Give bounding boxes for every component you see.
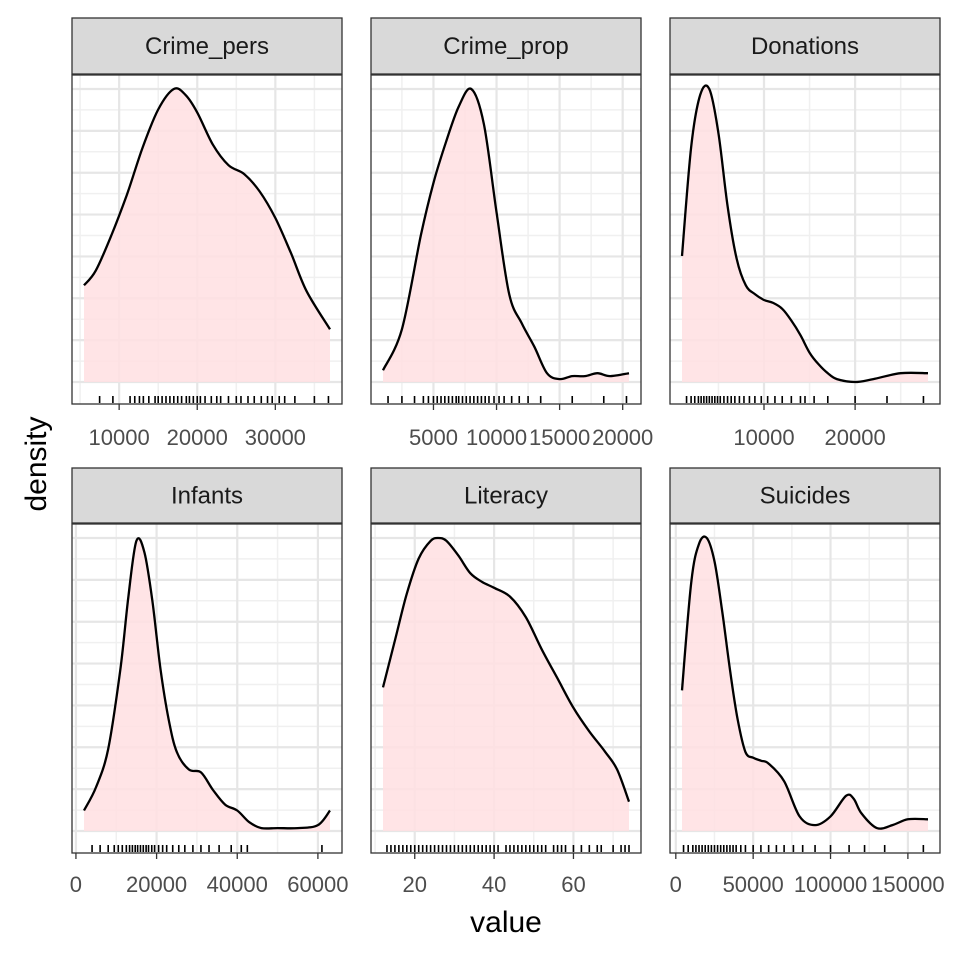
facet-suicides: Suicides 0 50000 100000 150000	[669, 467, 945, 897]
density-area	[383, 88, 629, 382]
density-line	[381, 536, 631, 803]
x-tick-label: 20000	[167, 425, 228, 450]
x-tick-label: 0	[70, 872, 82, 897]
facet-strip	[669, 17, 941, 75]
facet-strip	[71, 467, 343, 524]
facet-strip-label: Literacy	[464, 483, 548, 510]
x-tick-label: 50000	[723, 872, 784, 897]
panel-border	[669, 74, 941, 405]
density-line	[680, 535, 929, 830]
x-tick-label: 40	[482, 872, 506, 897]
panel-border	[370, 523, 642, 854]
x-tick-label: 10000	[89, 425, 150, 450]
facet-strip-label: Suicides	[760, 483, 851, 510]
density-line	[680, 84, 929, 384]
facet-strip	[669, 467, 941, 524]
x-tick-label: 100000	[794, 872, 867, 897]
panel-border	[71, 523, 343, 854]
density-area	[682, 85, 928, 382]
density-area	[84, 88, 330, 382]
x-tick-label: 20000	[126, 872, 187, 897]
facet-literacy: Literacy 20 40 60	[370, 467, 642, 897]
panel-border	[370, 74, 642, 405]
facet-infants: Infants 0 20000 40000 60000	[70, 467, 348, 897]
facet-crime-prop: Crime_prop 5000 10000 15000 20000	[370, 17, 653, 450]
x-tick-label: 20000	[592, 425, 653, 450]
density-area	[84, 538, 330, 831]
y-axis-title: density	[20, 416, 53, 511]
facet-strip	[71, 17, 343, 75]
density-area	[682, 536, 928, 831]
facet-crime-pers: Crime_pers 10000 20000 30000	[71, 17, 343, 450]
density-line	[83, 87, 331, 330]
x-tick-label: 15000	[529, 425, 590, 450]
facet-strip-label: Donations	[751, 33, 859, 60]
x-tick-label: 30000	[245, 425, 306, 450]
x-tick-label: 20000	[825, 425, 886, 450]
panel-border	[71, 74, 343, 405]
x-tick-label: 5000	[409, 425, 458, 450]
facet-donations: Donations 10000 20000	[669, 17, 941, 450]
x-tick-label: 10000	[466, 425, 527, 450]
x-tick-label: 60000	[287, 872, 348, 897]
x-tick-label: 60	[561, 872, 585, 897]
density-area	[383, 537, 629, 831]
facet-strip	[370, 467, 642, 524]
facet-strip-label: Crime_prop	[443, 33, 568, 60]
facet-strip	[370, 17, 642, 75]
x-tick-label: 150000	[871, 872, 944, 897]
facet-strip-label: Crime_pers	[145, 33, 269, 60]
density-line	[381, 87, 630, 381]
density-line	[82, 537, 331, 830]
x-tick-label: 0	[670, 872, 682, 897]
x-axis-title: value	[470, 906, 542, 939]
panel-border	[669, 523, 941, 854]
facet-strip-label: Infants	[171, 483, 243, 510]
x-tick-label: 20	[402, 872, 426, 897]
x-tick-label: 10000	[733, 425, 794, 450]
x-tick-label: 40000	[207, 872, 268, 897]
